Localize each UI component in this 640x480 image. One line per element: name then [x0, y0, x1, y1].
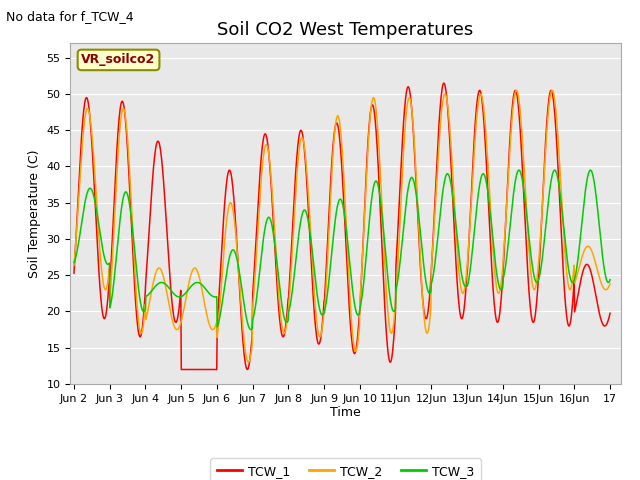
- X-axis label: Time: Time: [330, 407, 361, 420]
- Legend: TCW_1, TCW_2, TCW_3: TCW_1, TCW_2, TCW_3: [211, 458, 481, 480]
- Text: VR_soilco2: VR_soilco2: [81, 53, 156, 66]
- Title: Soil CO2 West Temperatures: Soil CO2 West Temperatures: [218, 21, 474, 39]
- Text: No data for f_TCW_4: No data for f_TCW_4: [6, 10, 134, 23]
- Y-axis label: Soil Temperature (C): Soil Temperature (C): [28, 149, 41, 278]
